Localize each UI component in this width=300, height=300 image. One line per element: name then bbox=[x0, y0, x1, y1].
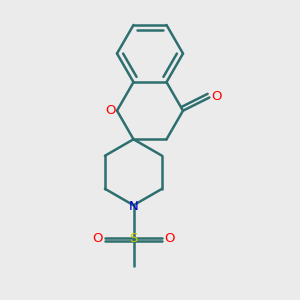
Text: N: N bbox=[129, 200, 138, 213]
Text: O: O bbox=[106, 104, 116, 117]
Text: O: O bbox=[211, 90, 222, 103]
Text: O: O bbox=[164, 232, 175, 245]
Text: S: S bbox=[129, 232, 138, 245]
Text: O: O bbox=[92, 232, 103, 245]
